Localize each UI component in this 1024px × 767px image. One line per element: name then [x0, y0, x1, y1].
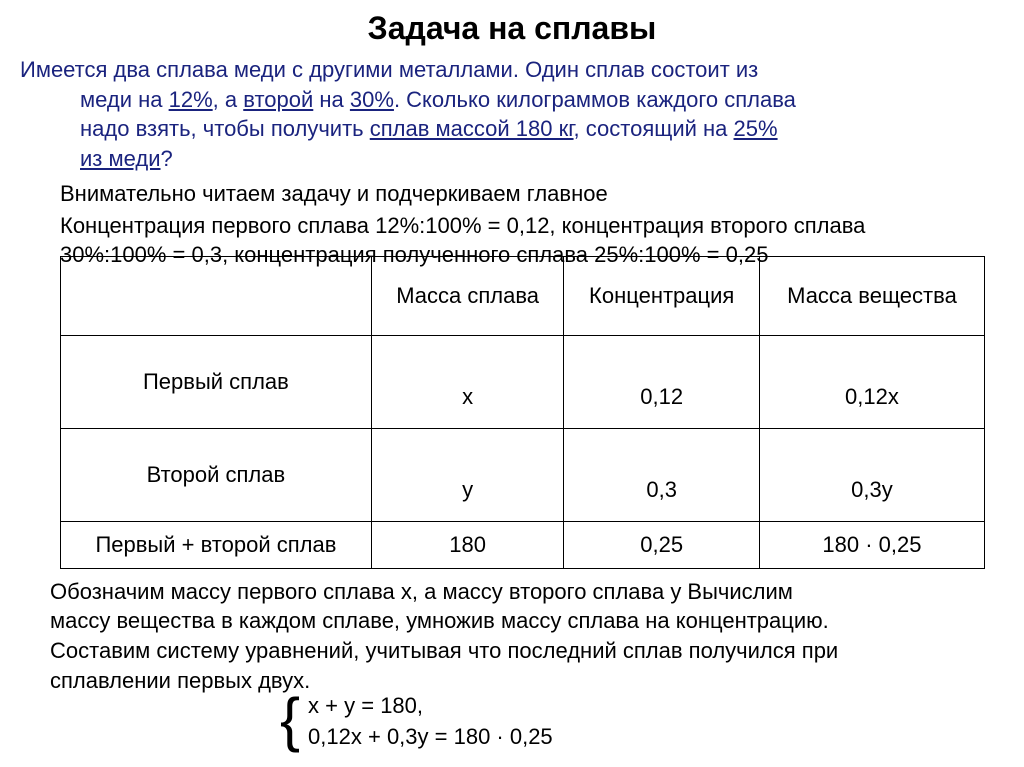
page-title: Задача на сплавы — [20, 10, 1004, 47]
equation-2: 0,12x + 0,3y = 180 · 0,25 — [308, 722, 553, 753]
after-line2: массу вещества в каждом сплаве, умножив … — [50, 608, 829, 633]
row2-label: Второй сплав — [61, 428, 372, 521]
problem-line2a: меди на — [80, 87, 169, 112]
row2-mass: y — [371, 428, 564, 521]
percent-30: 30% — [350, 87, 394, 112]
problem-line3b: , состоящий на — [574, 116, 734, 141]
concentration-line1: Концентрация первого сплава 12%:100% = 0… — [60, 212, 1004, 241]
table-row: Второй сплав y 0,3 0,3y — [61, 428, 985, 521]
after-line3: Составим систему уравнений, учитывая что… — [50, 638, 838, 663]
row1-conc: 0,12 — [564, 335, 760, 428]
row3-subst: 180 · 0,25 — [759, 521, 984, 568]
after-line4: сплавлении первых двух. — [50, 668, 310, 693]
table-row: Первый сплав x 0,12 0,12x — [61, 335, 985, 428]
header-subst: Масса вещества — [759, 256, 984, 335]
explanation: Обозначим массу первого сплава x, а масс… — [50, 577, 1004, 696]
problem-line2b: , а — [213, 87, 244, 112]
row1-mass: x — [371, 335, 564, 428]
row3-mass: 180 — [371, 521, 564, 568]
equation-1: x + y = 180, — [308, 691, 553, 722]
row3-label: Первый + второй сплав — [61, 521, 372, 568]
row1-subst: 0,12x — [759, 335, 984, 428]
table-row: Первый + второй сплав 180 0,25 180 · 0,2… — [61, 521, 985, 568]
row1-label: Первый сплав — [61, 335, 372, 428]
row3-conc: 0,25 — [564, 521, 760, 568]
brace-icon: { — [280, 690, 300, 750]
problem-line2d: . Сколько килограммов каждого сплава — [394, 87, 796, 112]
problem-statement: Имеется два сплава меди с другими металл… — [20, 55, 1004, 174]
after-line1: Обозначим массу первого сплава x, а масс… — [50, 579, 793, 604]
question-mark: ? — [161, 146, 173, 171]
row2-conc: 0,3 — [564, 428, 760, 521]
from-copper: из меди — [80, 146, 161, 171]
alloy-table: Масса сплава Концентрация Масса вещества… — [60, 256, 985, 569]
equation-system: { x + y = 180, 0,12x + 0,3y = 180 · 0,25 — [280, 691, 1004, 753]
mass-180: сплав массой 180 кг — [370, 116, 574, 141]
problem-line3a: надо взять, чтобы получить — [80, 116, 370, 141]
percent-12: 12% — [169, 87, 213, 112]
hint-overlap: Внимательно читаем задачу и подчеркиваем… — [60, 180, 1004, 209]
percent-25: 25% — [734, 116, 778, 141]
second-word: второй — [243, 87, 313, 112]
problem-line2c: на — [313, 87, 350, 112]
row2-subst: 0,3y — [759, 428, 984, 521]
problem-line1: Имеется два сплава меди с другими металл… — [20, 57, 758, 82]
